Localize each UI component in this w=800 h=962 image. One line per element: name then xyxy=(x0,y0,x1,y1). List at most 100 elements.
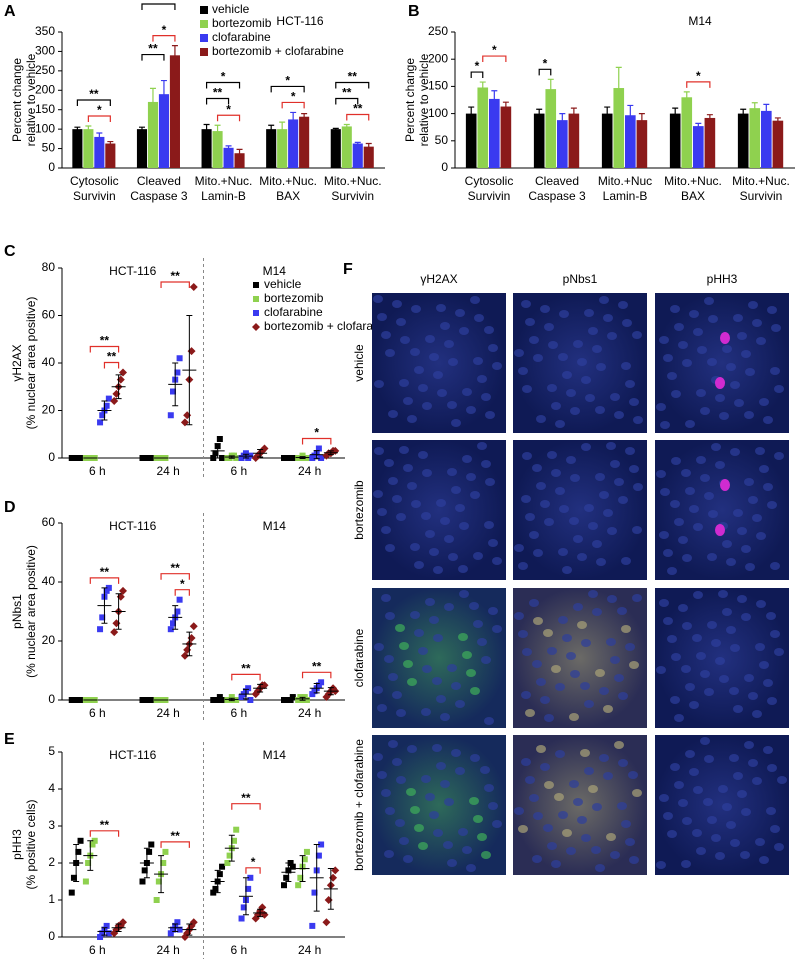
bar xyxy=(299,116,310,168)
bar xyxy=(613,88,625,168)
nucleus xyxy=(469,602,479,610)
nucleus xyxy=(625,380,635,388)
significance-label: ** xyxy=(241,662,251,676)
bar xyxy=(341,126,352,168)
data-point xyxy=(91,837,98,844)
data-point xyxy=(283,874,290,881)
sd-bar xyxy=(285,862,292,882)
x-tick-label: Cytosolic xyxy=(70,174,119,188)
nucleus xyxy=(667,830,677,838)
significance-bracket xyxy=(103,361,120,369)
nucleus xyxy=(573,535,583,543)
data-point xyxy=(289,863,296,870)
x-tick-label: Mito.+Nuc xyxy=(598,174,652,188)
data-point xyxy=(315,852,322,859)
nucleus xyxy=(440,713,450,721)
data-point xyxy=(70,874,77,881)
nucleus xyxy=(410,806,420,814)
legend-label: clofarabine xyxy=(264,305,323,319)
error-bar xyxy=(225,145,232,150)
x-tick-label: Survivin xyxy=(331,189,374,203)
nucleus xyxy=(403,660,413,668)
nucleus xyxy=(529,336,539,344)
data-point xyxy=(289,694,296,701)
significance-label: ** xyxy=(171,269,181,283)
nucleus xyxy=(685,683,695,691)
data-point xyxy=(174,608,181,615)
micrograph xyxy=(372,293,506,433)
data-point xyxy=(315,445,322,452)
nucleus xyxy=(596,363,606,371)
data-point xyxy=(281,882,287,889)
significance-bracket xyxy=(301,671,332,679)
error-bar xyxy=(343,123,350,129)
nucleus xyxy=(610,656,620,664)
sd-bar xyxy=(242,877,249,916)
nucleus xyxy=(726,558,736,566)
legend-key xyxy=(253,310,259,316)
nucleus xyxy=(774,385,784,393)
nucleus xyxy=(689,505,699,513)
nucleus xyxy=(562,371,572,379)
nucleus xyxy=(755,643,765,651)
data-point xyxy=(103,402,110,409)
nucleus xyxy=(425,335,435,343)
nucleus xyxy=(759,856,769,864)
data-point xyxy=(245,885,252,892)
x-tick-label: 6 h xyxy=(231,464,248,478)
bar xyxy=(772,120,784,168)
data-point xyxy=(233,826,240,833)
nucleus xyxy=(396,776,406,784)
nucleus xyxy=(484,717,494,725)
nucleus xyxy=(595,864,605,872)
significance-bracket xyxy=(89,830,120,837)
significance-label: * xyxy=(285,74,290,88)
bar xyxy=(277,129,288,168)
nucleus xyxy=(448,358,458,366)
sd-bar xyxy=(186,923,193,936)
data-point xyxy=(297,874,304,881)
significance-label: ** xyxy=(148,42,158,56)
nucleus xyxy=(566,847,576,855)
nucleus xyxy=(697,346,707,354)
nucleus xyxy=(707,358,717,366)
nucleus xyxy=(518,367,528,375)
nucleus xyxy=(384,655,394,663)
nucleus xyxy=(741,350,751,358)
nucleus xyxy=(522,385,532,393)
nucleus xyxy=(455,767,465,775)
nucleus xyxy=(603,509,613,517)
significance-bracket xyxy=(152,35,176,42)
nucleus xyxy=(433,566,443,574)
significance-bracket xyxy=(335,81,370,89)
nucleus xyxy=(689,701,699,709)
nucleus xyxy=(432,744,442,752)
significance-label: ** xyxy=(100,565,110,579)
nucleus xyxy=(629,661,639,669)
nucleus xyxy=(632,789,642,797)
data-point xyxy=(210,455,217,461)
data-point xyxy=(155,878,162,885)
nucleus xyxy=(617,607,627,615)
nucleus xyxy=(704,492,714,500)
nucleus xyxy=(485,411,495,419)
nucleus xyxy=(440,780,450,788)
data-point xyxy=(233,697,240,703)
mitotic-cell xyxy=(715,377,725,389)
data-point xyxy=(216,871,223,878)
significance-bracket xyxy=(160,573,190,580)
significance-label: * xyxy=(475,59,480,73)
nucleus xyxy=(381,526,391,534)
bar xyxy=(330,129,341,168)
x-tick-label: Survivin xyxy=(73,189,116,203)
bar xyxy=(201,129,212,168)
bar xyxy=(158,94,170,168)
nucleus xyxy=(671,390,681,398)
nucleus xyxy=(599,491,609,499)
legend-label: bortezomib + clofarabine xyxy=(212,44,344,58)
error-bar xyxy=(96,132,103,141)
nucleus xyxy=(588,327,598,335)
nucleus xyxy=(745,563,755,571)
nucleus xyxy=(618,496,628,504)
data-point xyxy=(251,454,260,462)
